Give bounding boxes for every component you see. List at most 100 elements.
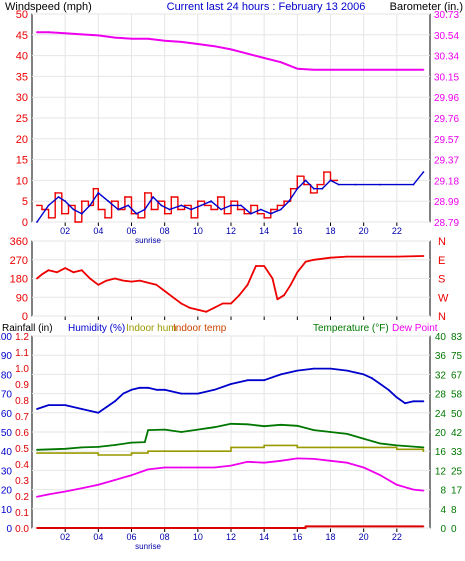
- windspeed-point: [309, 192, 312, 194]
- dewpoint-point: [230, 464, 232, 467]
- wind-average-point: [220, 208, 223, 211]
- wind-average-point: [269, 212, 272, 215]
- barometer-tick-label: 30.34: [434, 52, 459, 63]
- windspeed-point: [263, 216, 266, 219]
- temperature-point: [296, 424, 299, 427]
- temperature-point: [263, 425, 266, 428]
- rain-tick-label: 1.1: [15, 348, 29, 359]
- x-tick-label: 18: [325, 226, 335, 236]
- celsius-tick-label: 20: [435, 428, 447, 439]
- temperature-point: [313, 429, 315, 431]
- wind-average-point: [160, 204, 163, 207]
- windspeed-point: [250, 204, 252, 207]
- windspeed-point: [289, 187, 292, 190]
- humidity-point: [105, 406, 108, 408]
- celsius-tick-label: 8: [440, 486, 446, 497]
- humidity-tick-label: 70: [1, 390, 13, 401]
- wind-direction-point: [138, 279, 141, 282]
- windspeed-point: [130, 212, 133, 215]
- x-tick-label: 08: [160, 532, 170, 542]
- humidity-axis-label: Humidity (%): [68, 323, 125, 334]
- wind-direction-point: [263, 265, 266, 267]
- wind-tick-label: 35: [16, 71, 28, 83]
- compass-label: N: [438, 236, 446, 248]
- wind-tick-label: 50: [16, 9, 28, 21]
- rainfall-point: [422, 525, 425, 528]
- rain-tick-label: 0.4: [15, 460, 29, 471]
- wind-average-point: [168, 208, 171, 211]
- wind-direction-point: [213, 306, 216, 309]
- wind-direction-point: [36, 277, 38, 280]
- rain-tick-label: 0.9: [15, 380, 29, 391]
- wind-direction-point: [155, 283, 158, 286]
- rain-tick-label: 0.8: [15, 396, 29, 407]
- wind-average-point: [250, 212, 252, 215]
- windspeed-point: [54, 192, 57, 194]
- fahrenheit-tick-label: 17: [451, 486, 463, 497]
- indoor-humidity-point: [422, 450, 425, 453]
- barometer-point: [64, 32, 67, 35]
- wind-average-point: [240, 204, 242, 207]
- dewpoint-axis-label: Dew Point: [392, 323, 438, 334]
- barometer-point: [147, 37, 150, 40]
- direction-tick-label: 180: [10, 274, 28, 286]
- humidity-point: [89, 410, 91, 412]
- wind-direction-point: [271, 277, 274, 280]
- dewpoint-point: [213, 466, 216, 469]
- celsius-tick-label: 36: [435, 351, 447, 362]
- wind-average-point: [117, 208, 120, 211]
- rain-tick-label: 0.7: [15, 412, 29, 423]
- wind-direction-point: [422, 255, 425, 257]
- windspeed-point: [124, 196, 126, 198]
- temperature-point: [329, 431, 332, 433]
- barometer-tick-label: 29.96: [434, 93, 459, 104]
- x-tick-label: 10: [193, 226, 203, 236]
- wind-average-point: [288, 200, 290, 203]
- x-tick-label: 12: [226, 226, 236, 236]
- temperature-series: [36, 422, 424, 451]
- humidity-point: [196, 392, 199, 395]
- wind-direction-point: [346, 255, 348, 258]
- barometer-tick-label: 28.79: [434, 218, 459, 229]
- wind-direction-point: [163, 290, 166, 292]
- windspeed-point: [296, 175, 299, 178]
- rainfall-point: [313, 525, 315, 528]
- dewpoint-point: [64, 490, 67, 493]
- barometer-point: [97, 34, 100, 37]
- windspeed-point: [177, 208, 179, 211]
- rain-tick-label: 0.0: [15, 524, 29, 535]
- wind-average-point: [200, 204, 203, 207]
- humidity-point: [412, 400, 415, 403]
- barometer-point: [36, 31, 38, 34]
- humidity-point: [362, 373, 365, 376]
- wind-direction-point: [276, 298, 279, 301]
- barometer-point: [313, 68, 315, 71]
- windspeed-point: [150, 208, 153, 211]
- wind-direction-point: [172, 296, 174, 299]
- wind-direction-point: [72, 271, 75, 274]
- celsius-tick-label: 4: [440, 505, 446, 516]
- x-tick-label: 10: [193, 532, 203, 542]
- rainfall-point: [296, 527, 299, 529]
- humidity-tick-label: 30: [1, 466, 13, 477]
- wind-direction-point: [89, 277, 91, 280]
- barometer-tick-label: 30.15: [434, 72, 459, 83]
- wind-direction-point: [230, 302, 232, 305]
- temperature-point: [246, 423, 249, 426]
- wind-average-point: [230, 204, 232, 207]
- humidity-tick-label: 10: [1, 505, 13, 516]
- wind-average-point: [57, 196, 60, 198]
- temperature-point: [64, 447, 67, 450]
- wind-direction-point: [296, 271, 299, 274]
- wind-tick-label: 10: [16, 175, 28, 187]
- barometer-tick-label: 29.57: [434, 135, 459, 146]
- dewpoint-point: [362, 466, 365, 469]
- rainfall-point: [304, 525, 307, 528]
- wind-direction-point: [147, 281, 150, 284]
- wind-average-point: [296, 187, 299, 190]
- wind-direction-point: [196, 308, 199, 311]
- barometer-tick-label: 30.73: [434, 10, 459, 21]
- x-tick-label: 02: [60, 532, 70, 542]
- wind-direction-point: [255, 265, 257, 267]
